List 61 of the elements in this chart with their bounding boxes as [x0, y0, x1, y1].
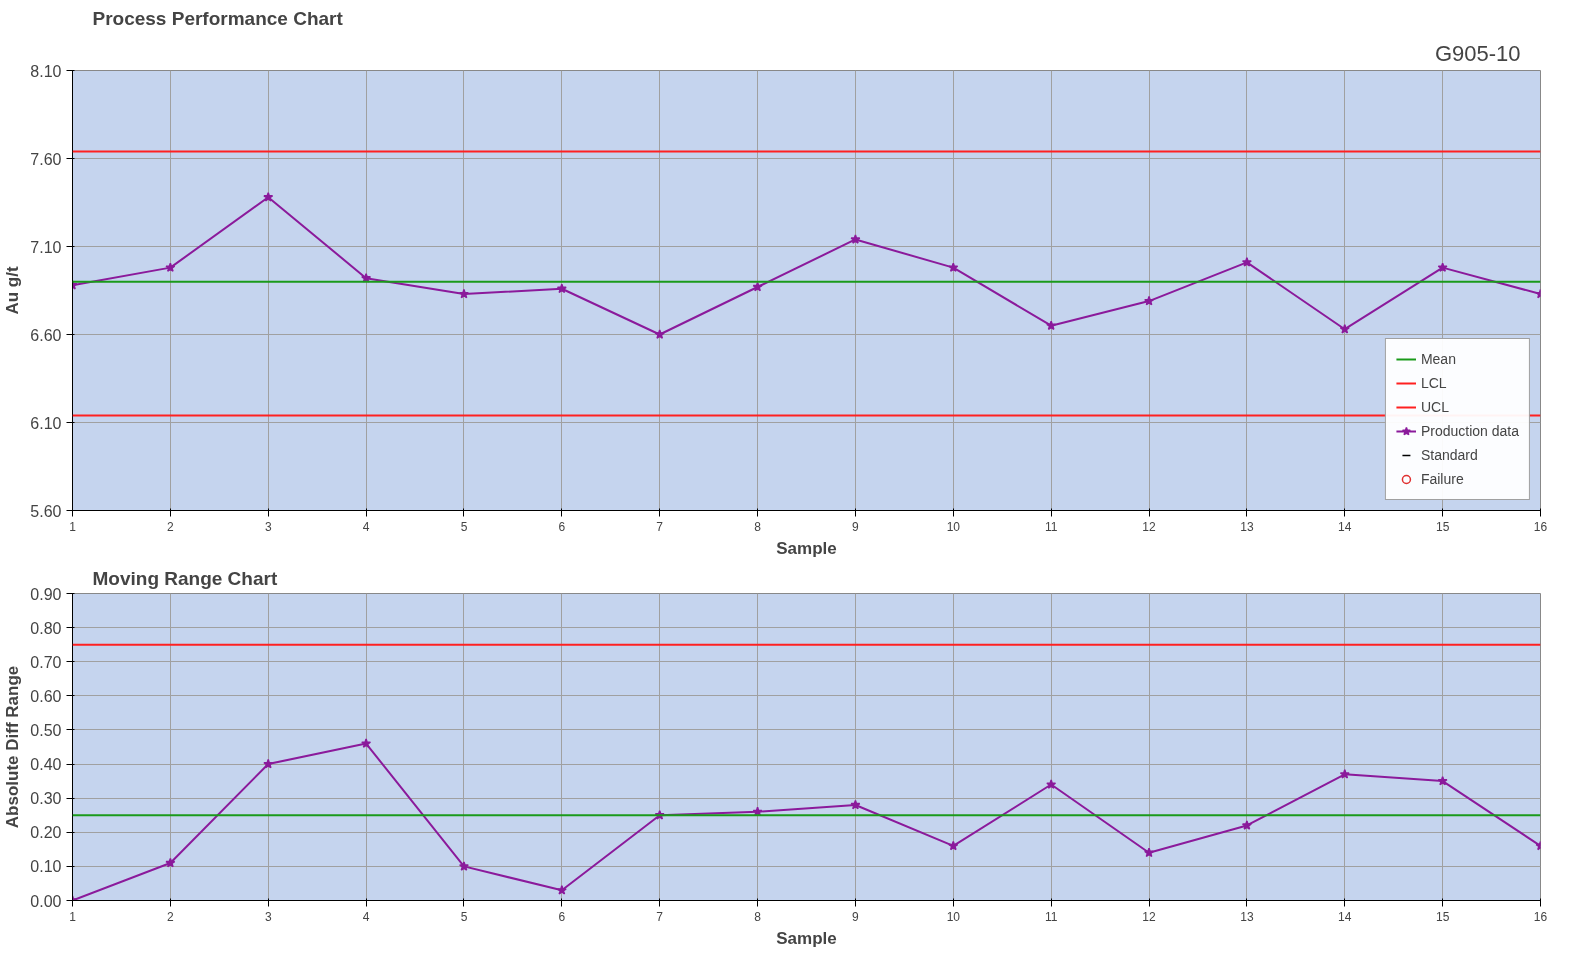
x-tick-label: 13: [1240, 909, 1254, 924]
y-axis-title: Absolute Diff Range: [3, 665, 23, 829]
x-tick-label: 7: [656, 519, 664, 534]
y-tick-label: 0.40: [30, 756, 62, 774]
chart-title: Moving Range Chart: [92, 567, 278, 589]
y-tick-label: 0.60: [30, 687, 62, 705]
x-axis-title: Sample: [776, 538, 837, 558]
legend-label: Failure: [1420, 471, 1464, 487]
x-tick-label: 3: [264, 909, 272, 924]
legend-label: Production data: [1420, 423, 1519, 439]
legend-label: UCL: [1420, 399, 1449, 415]
y-tick-label: 6.10: [30, 414, 62, 432]
y-tick-label: 0.80: [30, 619, 62, 637]
y-tick-label: 8.10: [30, 62, 62, 80]
y-tick-label: 0.20: [30, 824, 62, 842]
x-tick-label: 6: [558, 519, 566, 534]
x-tick-label: 2: [167, 519, 175, 534]
y-tick-label: 0.70: [30, 653, 62, 671]
x-tick-label: 9: [852, 909, 860, 924]
y-tick-label: 0.10: [30, 858, 62, 876]
x-tick-label: 13: [1240, 519, 1254, 534]
x-tick-label: 14: [1338, 519, 1352, 534]
x-tick-label: 10: [946, 909, 961, 924]
x-tick-label: 7: [656, 909, 664, 924]
chart-title: Process Performance Chart: [92, 7, 344, 29]
y-tick-label: 0.90: [30, 585, 62, 603]
x-tick-label: 16: [1533, 909, 1548, 924]
x-tick-label: 10: [946, 519, 961, 534]
x-tick-label: 16: [1533, 519, 1548, 534]
y-tick-label: 6.60: [30, 326, 62, 344]
x-tick-label: 14: [1338, 909, 1352, 924]
legend-label: LCL: [1420, 375, 1447, 391]
x-tick-label: 5: [460, 909, 468, 924]
x-tick-label: 8: [754, 519, 762, 534]
y-tick-label: 0.00: [30, 892, 62, 910]
y-tick-label: 5.60: [30, 502, 62, 520]
x-axis-title: Sample: [776, 928, 837, 948]
x-tick-label: 8: [754, 909, 762, 924]
x-tick-label: 12: [1142, 519, 1157, 534]
x-tick-label: 12: [1142, 909, 1157, 924]
x-tick-label: 4: [362, 519, 370, 534]
x-tick-label: 1: [69, 909, 77, 924]
x-tick-label: 6: [558, 909, 566, 924]
x-tick-label: 15: [1435, 519, 1450, 534]
legend-label: Mean: [1420, 351, 1456, 367]
text: G905-10: [1434, 40, 1521, 66]
x-tick-label: 2: [167, 909, 175, 924]
x-tick-label: 9: [852, 519, 860, 534]
x-tick-label: 5: [460, 519, 468, 534]
y-tick-label: 0.30: [30, 790, 62, 808]
y-axis-title: Au g/t: [3, 266, 23, 315]
legend-label: Standard: [1420, 447, 1478, 463]
x-tick-label: 4: [362, 909, 370, 924]
y-tick-label: 7.60: [30, 150, 62, 168]
x-tick-label: 11: [1044, 909, 1058, 924]
y-tick-label: 0.50: [30, 721, 62, 739]
y-tick-label: 7.10: [30, 238, 62, 256]
x-tick-label: 11: [1044, 519, 1058, 534]
x-tick-label: 15: [1435, 909, 1450, 924]
x-tick-label: 3: [264, 519, 272, 534]
x-tick-label: 1: [69, 519, 77, 534]
